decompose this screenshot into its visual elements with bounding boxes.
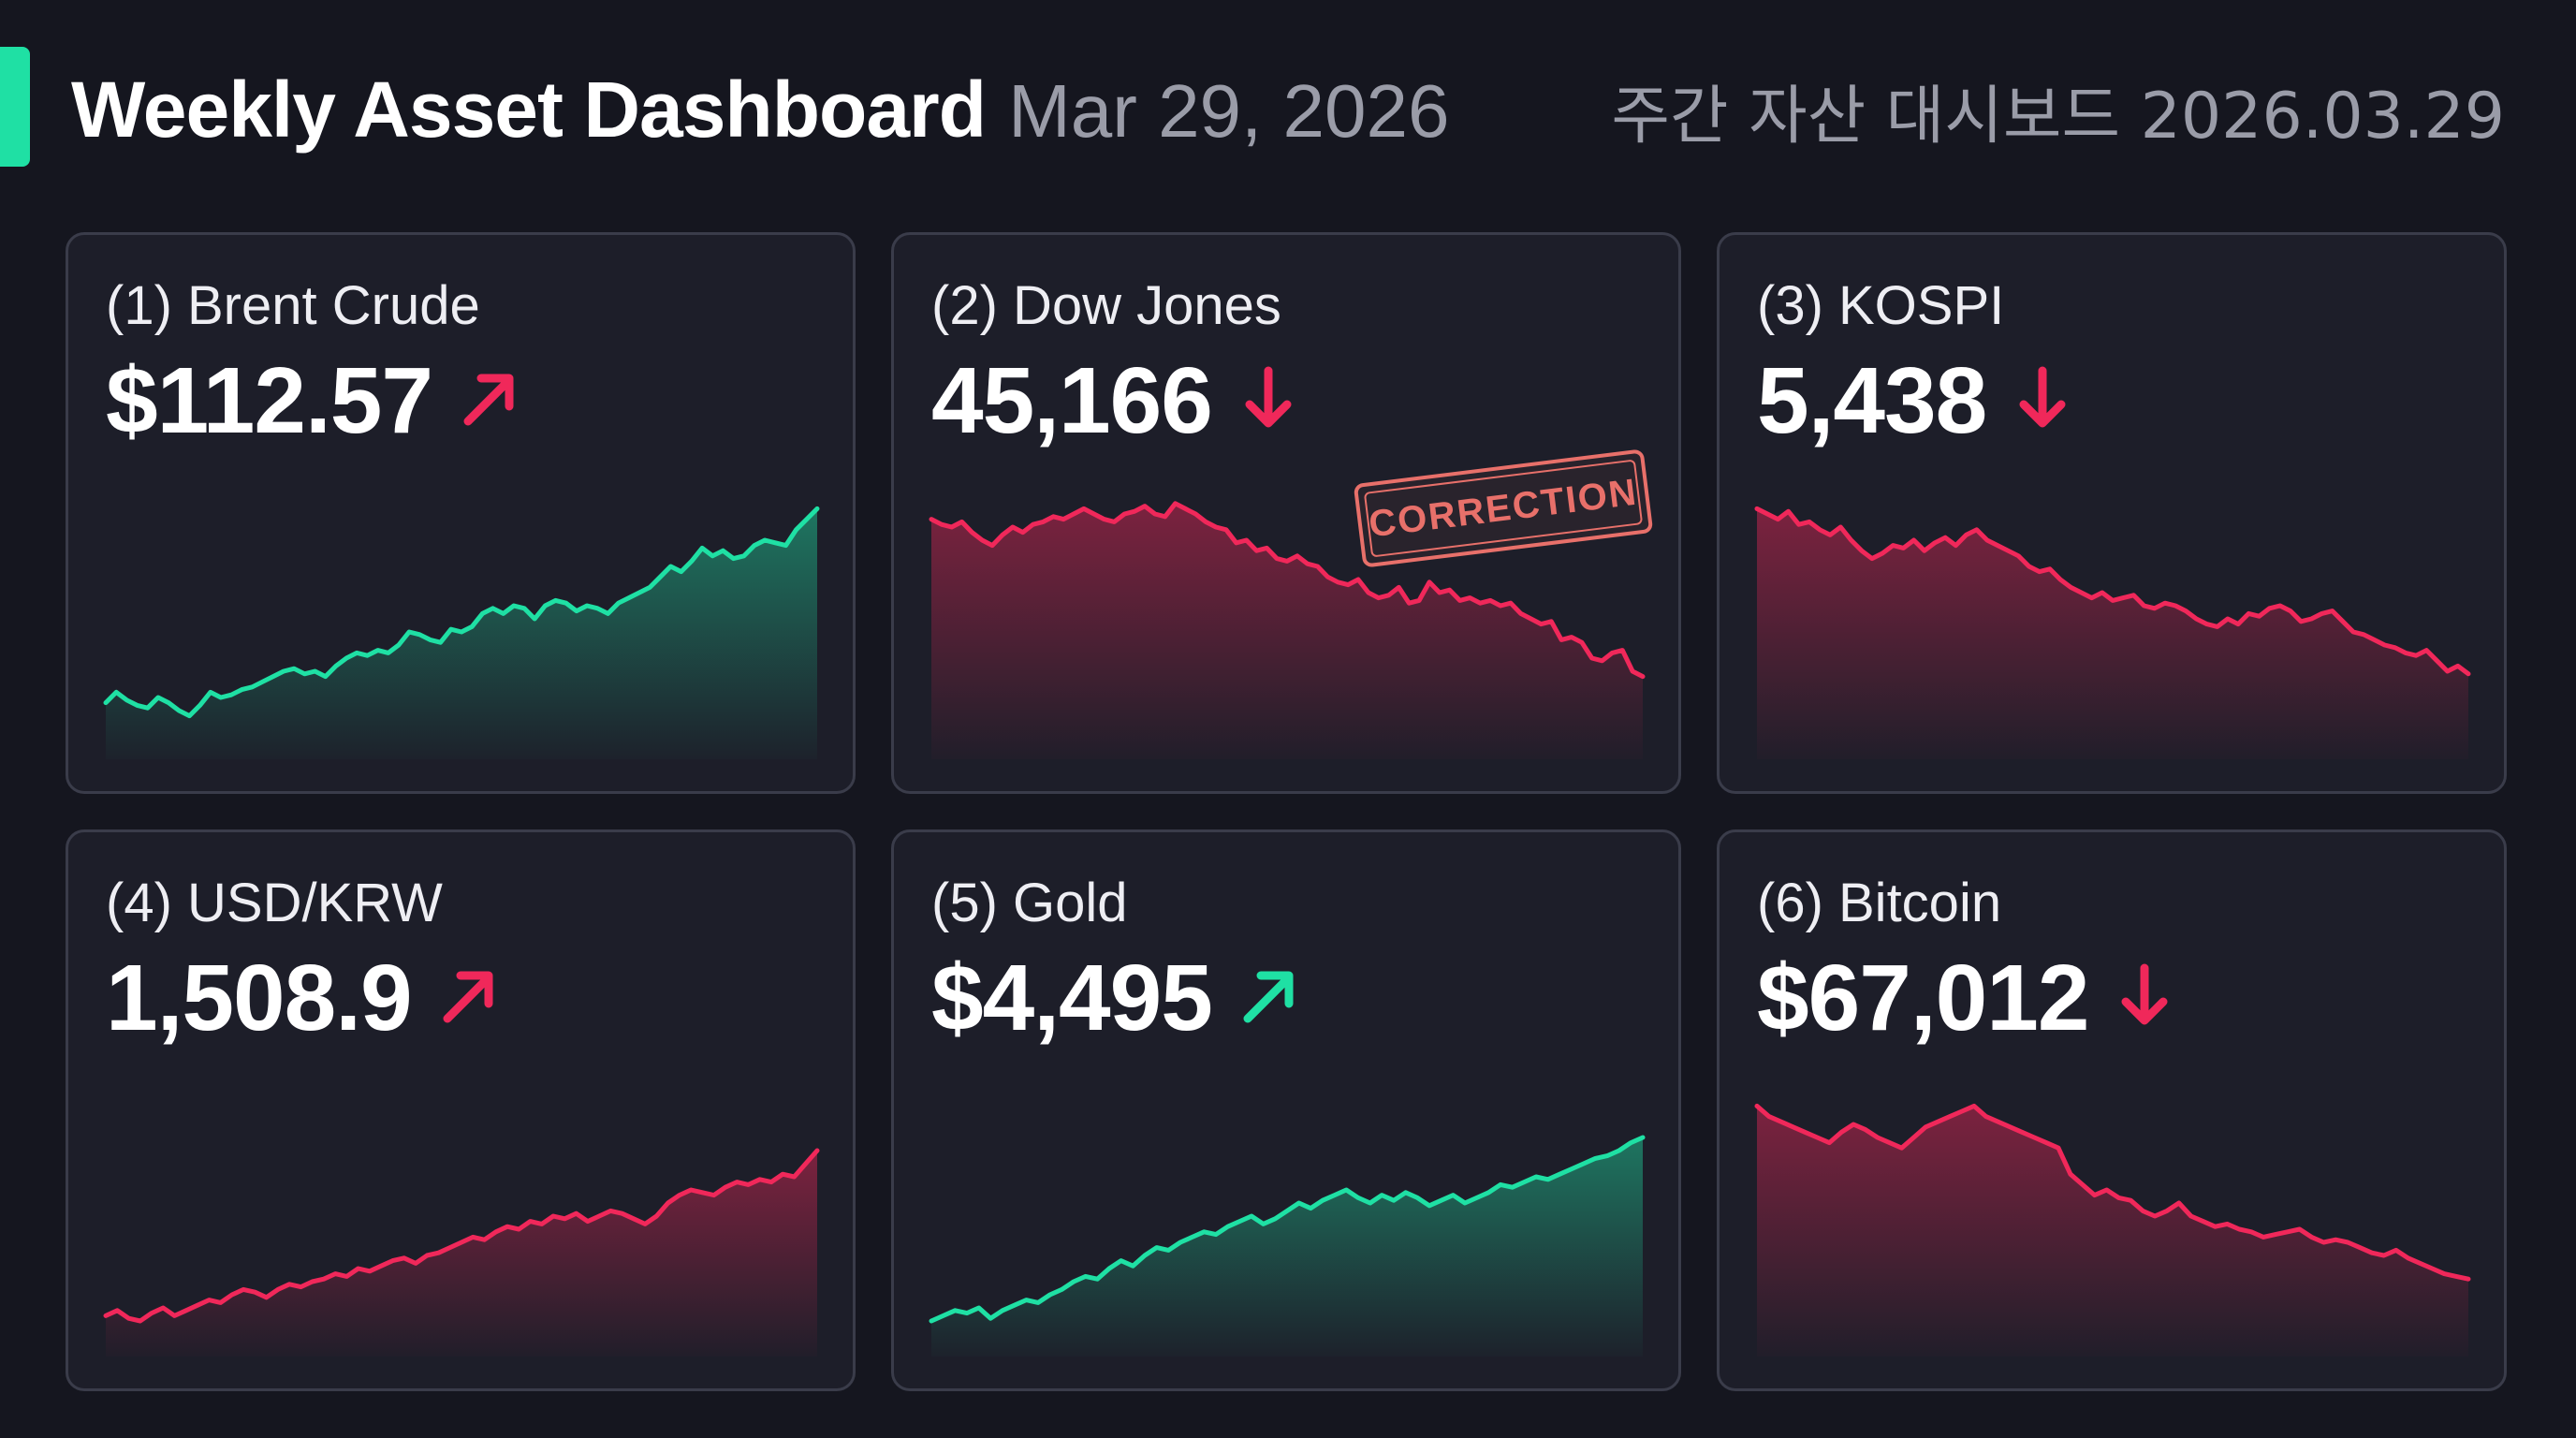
title-group: Weekly Asset Dashboard Mar 29, 2026 — [71, 65, 1449, 155]
asset-value-text: 45,166 — [931, 348, 1213, 453]
asset-value-text: $4,495 — [931, 946, 1213, 1050]
asset-value-text: $67,012 — [1757, 946, 2089, 1050]
asset-card[interactable]: (3) KOSPI 5,438 — [1717, 232, 2507, 794]
korean-title: 주간 자산 대시보드 2026.03.29 — [1611, 79, 2505, 154]
asset-label: (2) Dow Jones — [931, 275, 1281, 336]
asset-card[interactable]: (4) USD/KRW 1,508.9 — [66, 829, 856, 1391]
asset-value-text: 5,438 — [1757, 348, 1987, 453]
sparkline-chart — [103, 506, 820, 759]
sparkline-line — [1754, 1103, 2471, 1282]
sparkline-area — [931, 503, 1643, 759]
asset-label: (6) Bitcoin — [1757, 873, 2002, 933]
asset-value: $112.57 — [106, 347, 519, 455]
asset-value: $4,495 — [931, 945, 1298, 1052]
sparkline-line — [103, 506, 820, 719]
page-title: Weekly Asset Dashboard — [71, 65, 987, 154]
sparkline-line — [103, 1148, 820, 1324]
page-date: Mar 29, 2026 — [1008, 68, 1450, 153]
arrow-down-icon — [2012, 347, 2072, 455]
sparkline-chart — [929, 1135, 1646, 1357]
asset-value: 5,438 — [1757, 347, 2072, 455]
sparkline-line — [1754, 506, 2471, 677]
asset-card[interactable]: (5) Gold $4,495 — [891, 829, 1681, 1391]
asset-card[interactable]: (6) Bitcoin $67,012 — [1717, 829, 2507, 1391]
asset-value: 1,508.9 — [106, 945, 498, 1052]
dashboard-header: Weekly Asset Dashboard Mar 29, 2026 주간 자산… — [71, 58, 2505, 161]
asset-label: (1) Brent Crude — [106, 275, 480, 336]
header-accent-bar — [0, 47, 30, 167]
sparkline-line — [929, 1135, 1646, 1324]
arrow-up-right-icon — [1238, 945, 1298, 1052]
asset-label: (3) KOSPI — [1757, 275, 2005, 336]
arrow-up-right-icon — [459, 347, 519, 455]
asset-value: $67,012 — [1757, 945, 2174, 1052]
asset-card[interactable]: (1) Brent Crude $112.57 — [66, 232, 856, 794]
sparkline-area — [106, 1151, 817, 1357]
asset-label: (4) USD/KRW — [106, 873, 443, 933]
asset-value: 45,166 — [931, 347, 1298, 455]
arrow-down-icon — [1238, 347, 1298, 455]
asset-value-text: $112.57 — [106, 348, 433, 453]
arrow-down-icon — [2115, 945, 2174, 1052]
sparkline-area — [1757, 1106, 2468, 1357]
sparkline-chart — [1754, 1103, 2471, 1357]
asset-label: (5) Gold — [931, 873, 1128, 933]
arrow-up-right-icon — [438, 945, 498, 1052]
sparkline-line — [929, 501, 1646, 680]
sparkline-chart — [103, 1148, 820, 1357]
sparkline-chart — [1754, 506, 2471, 759]
sparkline-area — [1757, 508, 2468, 759]
sparkline-area — [931, 1137, 1643, 1357]
asset-value-text: 1,508.9 — [106, 946, 413, 1050]
sparkline-chart — [929, 501, 1646, 759]
stamp-text: CORRECTION — [1366, 471, 1640, 545]
